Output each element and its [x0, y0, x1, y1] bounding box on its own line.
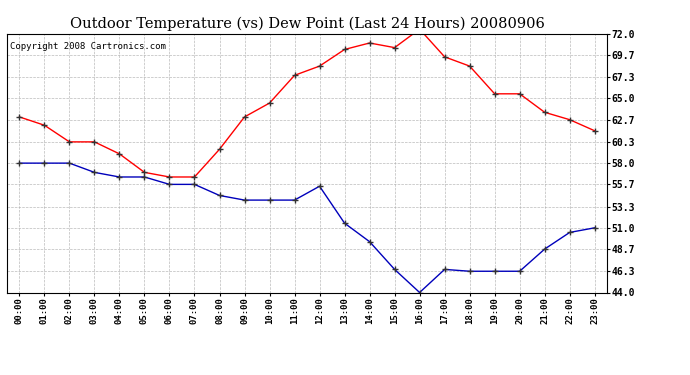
Title: Outdoor Temperature (vs) Dew Point (Last 24 Hours) 20080906: Outdoor Temperature (vs) Dew Point (Last… [70, 17, 544, 31]
Text: Copyright 2008 Cartronics.com: Copyright 2008 Cartronics.com [10, 42, 166, 51]
